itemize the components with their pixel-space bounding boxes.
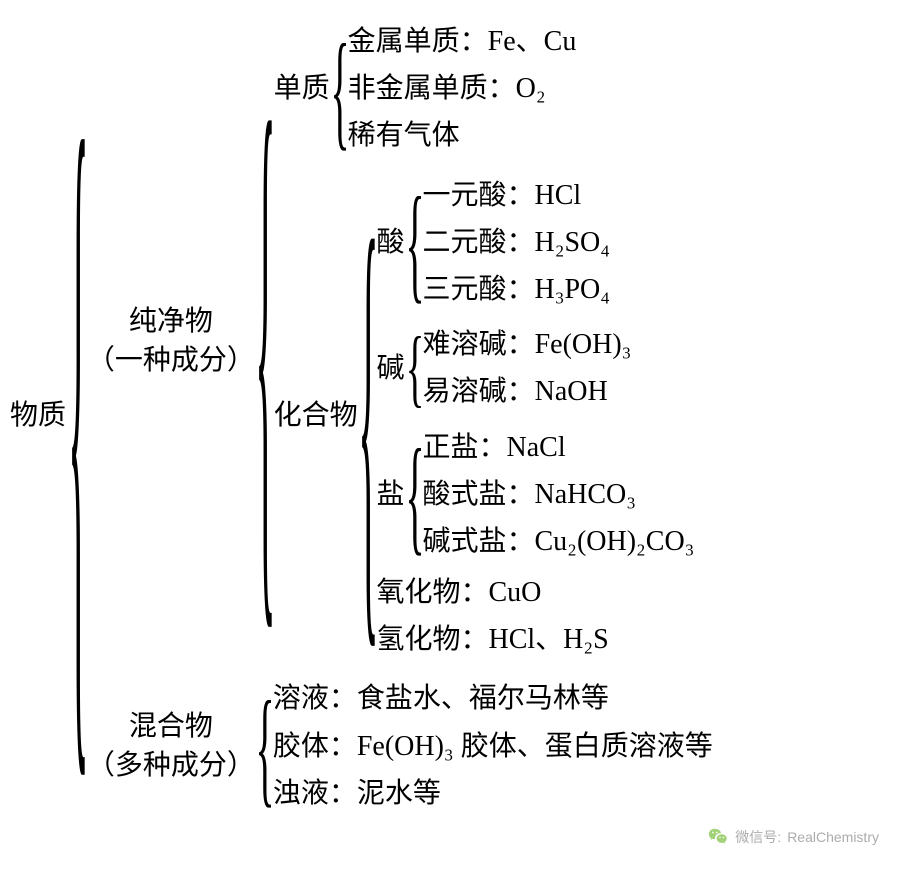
root-children: 纯净物 （一种成分） { 单质 { 金属单质：Fe、Cu 非金属单质：O₂ 稀有… bbox=[87, 10, 713, 821]
brace-root: { bbox=[68, 32, 88, 800]
leaf-normal-salt: 正盐：NaCl bbox=[423, 428, 695, 467]
leaf-soluble-base: 易溶碱：NaOH bbox=[423, 372, 632, 411]
brace-salt: { bbox=[405, 429, 424, 559]
brace-acid: { bbox=[405, 177, 424, 307]
acid-children: 一元酸：HCl 二元酸：H₂SO₄ 三元酸：H₃PO₄ bbox=[423, 172, 611, 314]
leaf-hydride: 氢化物：HCl、H₂S bbox=[376, 620, 694, 659]
label-base: 碱 bbox=[376, 349, 404, 388]
brace-mixture: { bbox=[255, 681, 274, 811]
node-acid: 酸 { 一元酸：HCl 二元酸：H₂SO₄ 三元酸：H₃PO₄ bbox=[376, 172, 694, 314]
node-pure: 纯净物 （一种成分） { 单质 { 金属单质：Fe、Cu 非金属单质：O₂ 稀有… bbox=[87, 14, 713, 667]
leaf-solution: 溶液：食盐水、福尔马林等 bbox=[273, 679, 713, 718]
leaf-colloid: 胶体：Fe(OH)₃ 胶体、蛋白质溶液等 bbox=[273, 727, 713, 766]
label-element: 单质 bbox=[274, 69, 330, 108]
leaf-oxide: 氧化物：CuO bbox=[376, 573, 694, 612]
brace-base: { bbox=[405, 325, 424, 412]
watermark: 微信号: RealChemistry bbox=[707, 826, 879, 848]
leaf-diacid: 二元酸：H₂SO₄ bbox=[423, 223, 611, 262]
label-pure: 纯净物 （一种成分） bbox=[87, 302, 255, 380]
label-compound: 化合物 bbox=[274, 396, 358, 435]
leaf-basic-salt: 碱式盐：Cu₂(OH)₂CO₃ bbox=[423, 522, 695, 561]
pure-children: 单质 { 金属单质：Fe、Cu 非金属单质：O₂ 稀有气体 化合物 { bbox=[274, 14, 695, 667]
leaf-triacid: 三元酸：H₃PO₄ bbox=[423, 270, 611, 309]
leaf-suspension: 浊液：泥水等 bbox=[273, 774, 713, 813]
wechat-icon bbox=[707, 826, 729, 848]
node-element: 单质 { 金属单质：Fe、Cu 非金属单质：O₂ 稀有气体 bbox=[274, 18, 695, 160]
leaf-acid-salt: 酸式盐：NaHCO₃ bbox=[423, 475, 695, 514]
mixture-children: 溶液：食盐水、福尔马林等 胶体：Fe(OH)₃ 胶体、蛋白质溶液等 浊液：泥水等 bbox=[273, 675, 713, 817]
compound-children: 酸 { 一元酸：HCl 二元酸：H₂SO₄ 三元酸：H₃PO₄ 碱 bbox=[376, 168, 694, 664]
leaf-monoacid: 一元酸：HCl bbox=[423, 176, 611, 215]
node-mixture: 混合物 （多种成分） { 溶液：食盐水、福尔马林等 胶体：Fe(OH)₃ 胶体、… bbox=[87, 675, 713, 817]
node-base: 碱 { 难溶碱：Fe(OH)₃ 易溶碱：NaOH bbox=[376, 321, 694, 415]
label-salt: 盐 bbox=[376, 475, 404, 514]
leaf-nonmetal: 非金属单质：O₂ bbox=[348, 69, 577, 108]
root-label: 物质 bbox=[10, 396, 66, 435]
leaf-noble-gas: 稀有气体 bbox=[348, 116, 577, 155]
label-mixture: 混合物 （多种成分） bbox=[87, 707, 255, 785]
leaf-insoluble-base: 难溶碱：Fe(OH)₃ bbox=[423, 325, 632, 364]
node-salt: 盐 { 正盐：NaCl 酸式盐：NaHCO₃ 碱式盐：Cu₂(OH)₂CO₃ bbox=[376, 424, 694, 566]
node-compound: 化合物 { 酸 { 一元酸：HCl 二元酸：H₂SO₄ 三元酸：H₃PO₄ bbox=[274, 168, 695, 664]
watermark-prefix: 微信号: bbox=[735, 827, 781, 847]
watermark-id: RealChemistry bbox=[787, 829, 879, 845]
brace-pure: { bbox=[255, 35, 275, 647]
salt-children: 正盐：NaCl 酸式盐：NaHCO₃ 碱式盐：Cu₂(OH)₂CO₃ bbox=[423, 424, 695, 566]
classification-tree: 物质 { 纯净物 （一种成分） { 单质 { 金属单质：Fe、Cu bbox=[10, 10, 713, 821]
label-acid: 酸 bbox=[376, 223, 404, 262]
leaf-metal: 金属单质：Fe、Cu bbox=[348, 22, 577, 61]
brace-element: { bbox=[330, 24, 349, 154]
root-node: 物质 { 纯净物 （一种成分） { 单质 { 金属单质：Fe、Cu bbox=[10, 10, 713, 821]
base-children: 难溶碱：Fe(OH)₃ 易溶碱：NaOH bbox=[423, 321, 632, 415]
element-children: 金属单质：Fe、Cu 非金属单质：O₂ 稀有气体 bbox=[348, 18, 577, 160]
brace-compound: { bbox=[358, 170, 378, 662]
